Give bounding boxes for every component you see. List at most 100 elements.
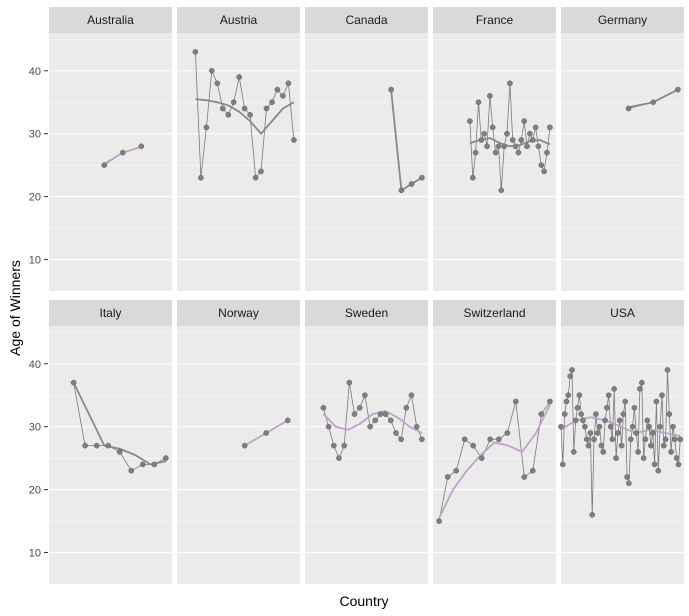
data-point	[214, 80, 221, 87]
data-point	[650, 99, 657, 106]
data-point	[356, 404, 363, 411]
data-point	[504, 430, 511, 436]
data-point	[538, 162, 545, 168]
data-point	[419, 174, 425, 181]
data-point	[532, 124, 539, 131]
data-point	[535, 143, 542, 150]
data-point	[664, 367, 671, 373]
y-axes: 10 20 30 40 10 20 30 40	[29, 66, 48, 560]
data-point	[274, 86, 281, 93]
data-point	[644, 417, 651, 424]
facet-strip	[49, 300, 172, 326]
data-point	[388, 86, 394, 93]
data-point	[362, 392, 368, 399]
data-point	[472, 149, 479, 156]
data-point	[162, 455, 169, 461]
data-point	[453, 467, 460, 474]
facet-strip	[49, 7, 172, 33]
data-point	[572, 417, 579, 424]
data-point	[565, 392, 572, 399]
data-point	[382, 411, 389, 417]
data-point	[668, 449, 674, 455]
facet-panel	[49, 33, 172, 291]
data-point	[580, 417, 586, 424]
facet-panel	[49, 326, 172, 584]
data-point	[558, 423, 564, 430]
data-point	[642, 436, 649, 443]
data-point	[372, 417, 379, 424]
data-point	[413, 423, 420, 430]
data-point	[653, 398, 660, 405]
data-point	[330, 442, 337, 449]
facet-panels: Australia Austria Canada France Germany Italy…	[49, 7, 684, 585]
data-point	[646, 423, 652, 430]
data-point	[484, 143, 490, 150]
data-point	[351, 411, 358, 417]
y-tick-label: 20	[29, 485, 41, 497]
data-point	[325, 423, 332, 430]
data-point	[138, 143, 145, 150]
data-point	[583, 436, 590, 443]
data-point	[105, 442, 112, 449]
data-point	[605, 392, 612, 399]
data-point	[285, 80, 292, 87]
data-point	[544, 149, 550, 156]
data-point	[192, 49, 199, 55]
data-point	[436, 518, 442, 524]
facet-strip-label: Australia	[87, 13, 134, 27]
smooth-line	[72, 382, 166, 466]
data-point	[521, 474, 528, 480]
data-point	[527, 130, 533, 137]
data-point	[609, 436, 616, 443]
facet-austria: Austria	[177, 7, 300, 292]
data-point	[547, 398, 553, 405]
data-point	[489, 124, 496, 131]
x-axis-title: Country	[339, 593, 388, 609]
data-point	[675, 461, 682, 468]
data-point	[569, 367, 575, 373]
data-point	[444, 474, 451, 480]
smooth-line	[438, 404, 551, 519]
data-point	[633, 430, 640, 436]
smooth-line	[390, 89, 423, 192]
data-point	[504, 130, 510, 137]
data-point	[128, 467, 135, 474]
facet-strip	[433, 300, 556, 326]
data-point	[578, 411, 585, 417]
data-point	[547, 124, 553, 131]
smooth-line	[195, 98, 295, 135]
data-point	[596, 423, 603, 430]
data-point	[116, 449, 123, 455]
data-point	[611, 386, 618, 392]
data-point	[336, 455, 342, 461]
data-point	[230, 99, 237, 106]
data-point	[598, 442, 605, 449]
data-point	[512, 143, 519, 150]
facet-usa: USA	[558, 300, 684, 585]
data-point	[635, 449, 641, 455]
data-point	[478, 137, 485, 143]
data-point	[637, 386, 643, 392]
data-point	[478, 455, 485, 461]
data-point	[529, 137, 536, 143]
data-point	[670, 423, 676, 430]
data-point	[624, 474, 630, 480]
data-point	[93, 442, 100, 449]
y-tick-label: 40	[29, 359, 41, 371]
data-point	[495, 143, 502, 150]
data-point	[208, 67, 215, 74]
data-point	[666, 411, 673, 417]
data-point	[593, 411, 599, 417]
data-point	[600, 449, 607, 455]
data-point	[585, 442, 592, 449]
data-point	[101, 162, 108, 168]
data-point	[604, 404, 610, 411]
data-point	[622, 398, 629, 405]
data-point	[515, 149, 522, 156]
data-point	[559, 461, 566, 468]
facet-strip	[433, 7, 556, 33]
data-point	[263, 430, 270, 436]
data-point	[648, 442, 654, 449]
data-point	[627, 436, 634, 443]
